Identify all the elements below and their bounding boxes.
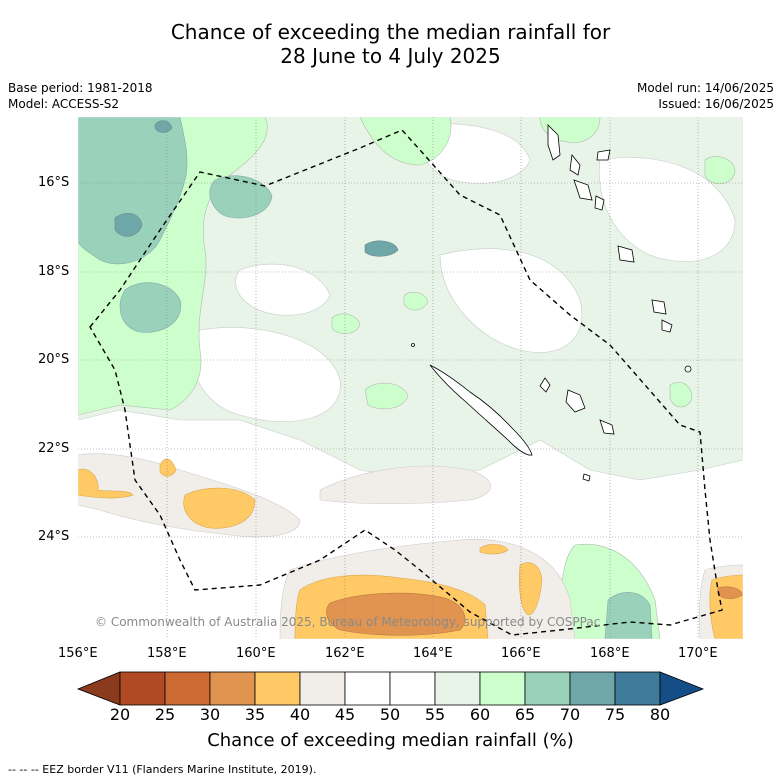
contour-40-blob3 [159,458,177,477]
contour-white-2 [235,263,331,316]
map-area [78,117,743,639]
issued-date: Issued: 16/06/2025 [658,97,774,111]
contour-65-north [359,117,452,166]
colorbar-tick: 65 [514,705,536,724]
colorbar-tick: 80 [649,705,671,724]
lat-label-16s: 16°S [38,175,70,190]
loyalty-islands [539,377,551,393]
colorbar-bin-75 [614,671,661,706]
lat-label-24s: 24°S [38,529,70,544]
eez-border [89,129,723,636]
contour-75-blob3 [364,240,399,257]
contour-45-south2 [319,465,491,505]
lon-label-170e: 170°E [678,646,718,661]
vanuatu-3 [596,149,611,161]
island-chesterfield [411,343,415,347]
colorbar-extend-high [659,671,705,706]
lon-label-168e: 168°E [590,646,630,661]
contour-70-blob2 [209,175,273,219]
colorbar-tick: 55 [424,705,446,724]
vanuatu-2 [569,154,581,176]
island-matthew [684,365,692,373]
contour-65-blob4 [331,313,361,334]
lat-label-20s: 20°S [38,352,70,367]
contour-35-south [326,592,466,636]
colorbar-tick: 70 [559,705,581,724]
new-caledonia-mainland [429,364,533,456]
colorbar-extend-low [76,671,121,706]
colorbar-bin-55 [434,671,481,706]
contour-75-blob2 [154,120,173,133]
colorbar-bin-45 [344,671,391,706]
contour-65-blob3 [704,156,736,185]
map-title-line2: 28 June to 4 July 2025 [280,44,501,68]
base-period: Base period: 1981-2018 [8,81,153,95]
contour-40-blob1 [183,487,256,529]
isle-of-pines [582,473,591,482]
eez-footnote: -- -- -- EEZ border V11 (Flanders Marine… [8,763,317,776]
model-name: Model: ACCESS-S2 [8,97,120,111]
coastline [411,124,692,482]
contour-65-blob5 [403,291,429,311]
graticule [78,117,743,639]
vanuatu-4 [573,179,593,201]
loyalty-islands-3 [599,419,615,435]
contour-65-blob1 [364,382,409,410]
contour-40-blob4 [518,562,543,616]
vanuatu-1 [547,124,561,161]
lon-label-164e: 164°E [413,646,453,661]
contour-white-3 [439,248,583,353]
colorbar-tick: 75 [604,705,626,724]
contour-40-se [709,574,743,639]
lat-label-22s: 22°S [38,441,70,456]
contour-white-1 [191,327,341,422]
contour-40-blob2 [78,468,134,499]
lon-label-166e: 166°E [501,646,541,661]
lon-label-156e: 156°E [58,646,98,661]
contour-35-se [717,586,743,599]
colorbar-bin-40 [299,671,346,706]
colorbar-bin-25 [164,671,211,706]
colorbar-bin-35 [254,671,301,706]
vanuatu-6 [617,245,635,263]
colorbar-tick: 45 [334,705,356,724]
lon-label-162e: 162°E [325,646,365,661]
loyalty-islands-2 [565,389,586,413]
map-title-line1: Chance of exceeding the median rainfall … [170,20,611,44]
colorbar-tick: 30 [199,705,221,724]
colorbar-bin-50 [389,671,436,706]
colorbar-bin-20 [119,671,166,706]
contour-70-se [604,592,653,639]
colorbar-bin-60 [479,671,526,706]
vanuatu-5 [594,195,605,211]
colorbar-tick: 25 [154,705,176,724]
copyright-notice: © Commonwealth of Australia 2025, Bureau… [95,615,601,629]
model-run: Model run: 14/06/2025 [636,81,774,95]
colorbar-tick: 20 [109,705,131,724]
colorbar-title: Chance of exceeding median rainfall (%) [207,730,574,751]
colorbar-bin-30 [209,671,256,706]
contour-white-4 [598,157,736,262]
colorbar-bin-65 [524,671,571,706]
lon-label-160e: 160°E [236,646,276,661]
colorbar-tick: 50 [379,705,401,724]
colorbar [76,671,705,706]
contour-70-west [78,117,188,265]
contour-75-blob1 [114,212,143,237]
lat-label-18s: 18°S [38,264,70,279]
vanuatu-7 [651,299,667,315]
colorbar-tick: 35 [244,705,266,724]
contour-40-blob5 [479,544,509,555]
colorbar-tick: 60 [469,705,491,724]
lon-label-158e: 158°E [147,646,187,661]
contour-65-blob2 [669,381,693,408]
colorbar-tick: 40 [289,705,311,724]
contour-70-blob1 [119,282,182,333]
colorbar-bin-70 [569,671,616,706]
vanuatu-8 [661,319,673,333]
